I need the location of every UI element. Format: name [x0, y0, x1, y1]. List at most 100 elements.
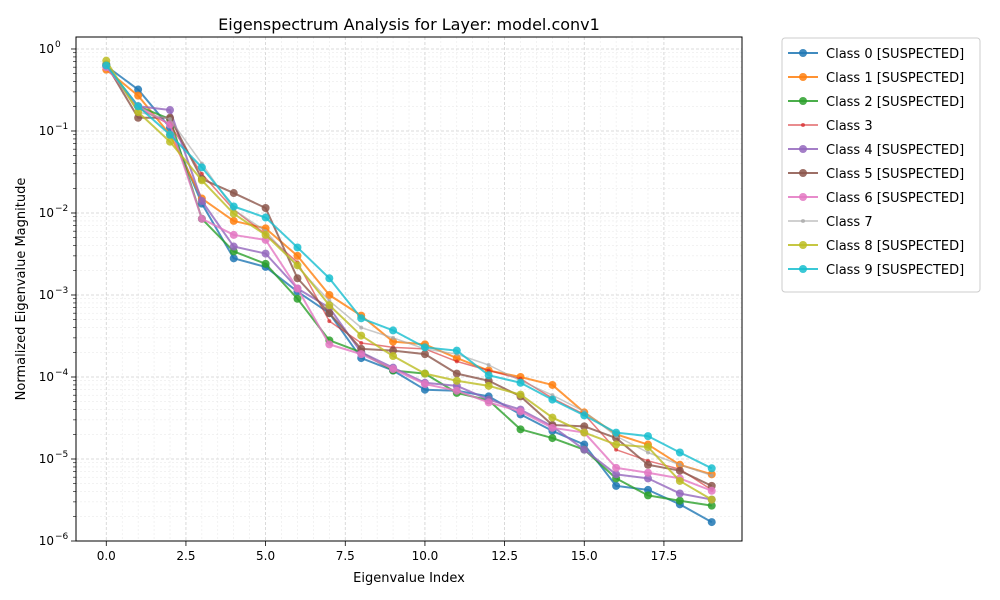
- y-tick-exponent: −4: [55, 368, 69, 378]
- legend-marker: [799, 265, 807, 273]
- data-point: [166, 130, 175, 139]
- x-tick-label: 5.0: [256, 549, 275, 563]
- y-tick-label: 10: [39, 370, 54, 384]
- data-point: [229, 209, 238, 218]
- y-axis-label: Normalized Eigenvalue Magnitude: [14, 178, 29, 401]
- series-line-4: [105, 65, 712, 501]
- legend-label: Class 0 [SUSPECTED]: [826, 47, 964, 62]
- series-line-3: [105, 66, 713, 491]
- data-point: [452, 369, 461, 378]
- data-point: [675, 496, 684, 505]
- y-tick-exponent: 0: [55, 40, 61, 50]
- data-point: [359, 340, 364, 345]
- data-point: [548, 423, 557, 432]
- data-point: [325, 274, 334, 283]
- data-point: [359, 325, 364, 330]
- series-line-5: [105, 63, 713, 487]
- x-tick-label: 12.5: [491, 549, 518, 563]
- legend-label: Class 7: [826, 215, 873, 230]
- series-line-2: [105, 64, 712, 507]
- legend-label: Class 8 [SUSPECTED]: [826, 239, 964, 254]
- data-point: [580, 411, 589, 420]
- data-point: [452, 346, 461, 355]
- data-point: [261, 259, 270, 268]
- legend-label: Class 5 [SUSPECTED]: [826, 167, 964, 182]
- data-point: [454, 359, 459, 364]
- data-point: [612, 481, 621, 490]
- data-point: [643, 468, 652, 477]
- plot-frame: [75, 36, 743, 542]
- legend-box: [781, 37, 981, 293]
- data-point: [134, 113, 143, 122]
- data-point: [229, 189, 238, 198]
- data-point: [166, 106, 175, 115]
- data-point: [197, 163, 206, 172]
- data-point: [134, 108, 143, 117]
- y-tick-label: 10: [39, 534, 54, 548]
- data-point: [548, 413, 557, 422]
- y-tick-label: 10: [39, 206, 54, 220]
- data-point: [327, 319, 332, 324]
- legend-marker: [799, 193, 807, 201]
- data-point: [325, 309, 334, 318]
- x-tick-label: 0.0: [97, 549, 116, 563]
- data-point: [707, 486, 716, 495]
- series-line-8: [105, 60, 713, 501]
- y-tick-exponent: −5: [55, 450, 68, 460]
- data-point: [707, 501, 716, 510]
- data-point: [134, 91, 143, 100]
- data-point: [643, 443, 652, 452]
- data-point: [484, 381, 493, 390]
- legend-label: Class 4 [SUSPECTED]: [826, 143, 964, 158]
- x-tick-label: 15.0: [571, 549, 598, 563]
- data-point: [357, 331, 366, 340]
- data-point: [389, 365, 398, 374]
- data-point: [707, 518, 716, 527]
- y-tick-label: 10: [39, 124, 54, 138]
- data-point: [484, 398, 493, 407]
- data-point: [229, 202, 238, 211]
- data-point: [677, 462, 682, 467]
- data-point: [197, 214, 206, 223]
- data-point: [643, 491, 652, 500]
- series-9: [102, 61, 716, 473]
- data-point: [420, 350, 429, 359]
- data-point: [229, 216, 238, 225]
- data-point: [229, 242, 238, 251]
- x-axis-label: Eigenvalue Index: [353, 571, 465, 586]
- data-point: [707, 464, 716, 473]
- legend-marker: [799, 241, 807, 249]
- series-line-0: [105, 65, 713, 523]
- data-point: [199, 171, 204, 176]
- data-point: [391, 335, 396, 340]
- data-point: [612, 463, 621, 472]
- data-point: [293, 251, 302, 260]
- y-tick-exponent: −2: [55, 204, 68, 214]
- series-6: [102, 63, 716, 495]
- data-point: [580, 422, 589, 431]
- y-tick-exponent: −6: [55, 532, 69, 542]
- legend-label: Class 6 [SUSPECTED]: [826, 191, 964, 206]
- data-point: [675, 476, 684, 485]
- series-8: [102, 56, 716, 504]
- data-point: [261, 249, 270, 258]
- data-point: [102, 61, 111, 70]
- y-tick-exponent: −3: [55, 286, 68, 296]
- y-tick-label: 10: [39, 42, 54, 56]
- data-point: [675, 448, 684, 457]
- data-point: [293, 274, 302, 283]
- data-point: [452, 386, 461, 395]
- series-line-9: [105, 64, 713, 470]
- data-point: [548, 395, 557, 404]
- data-point: [389, 326, 398, 335]
- legend-label: Class 2 [SUSPECTED]: [826, 95, 964, 110]
- data-point: [516, 378, 525, 387]
- data-point: [486, 363, 491, 368]
- legend-label: Class 3: [826, 119, 873, 134]
- plot-series: [102, 56, 716, 527]
- data-point: [261, 204, 270, 213]
- data-point: [707, 495, 716, 504]
- data-point: [197, 176, 206, 185]
